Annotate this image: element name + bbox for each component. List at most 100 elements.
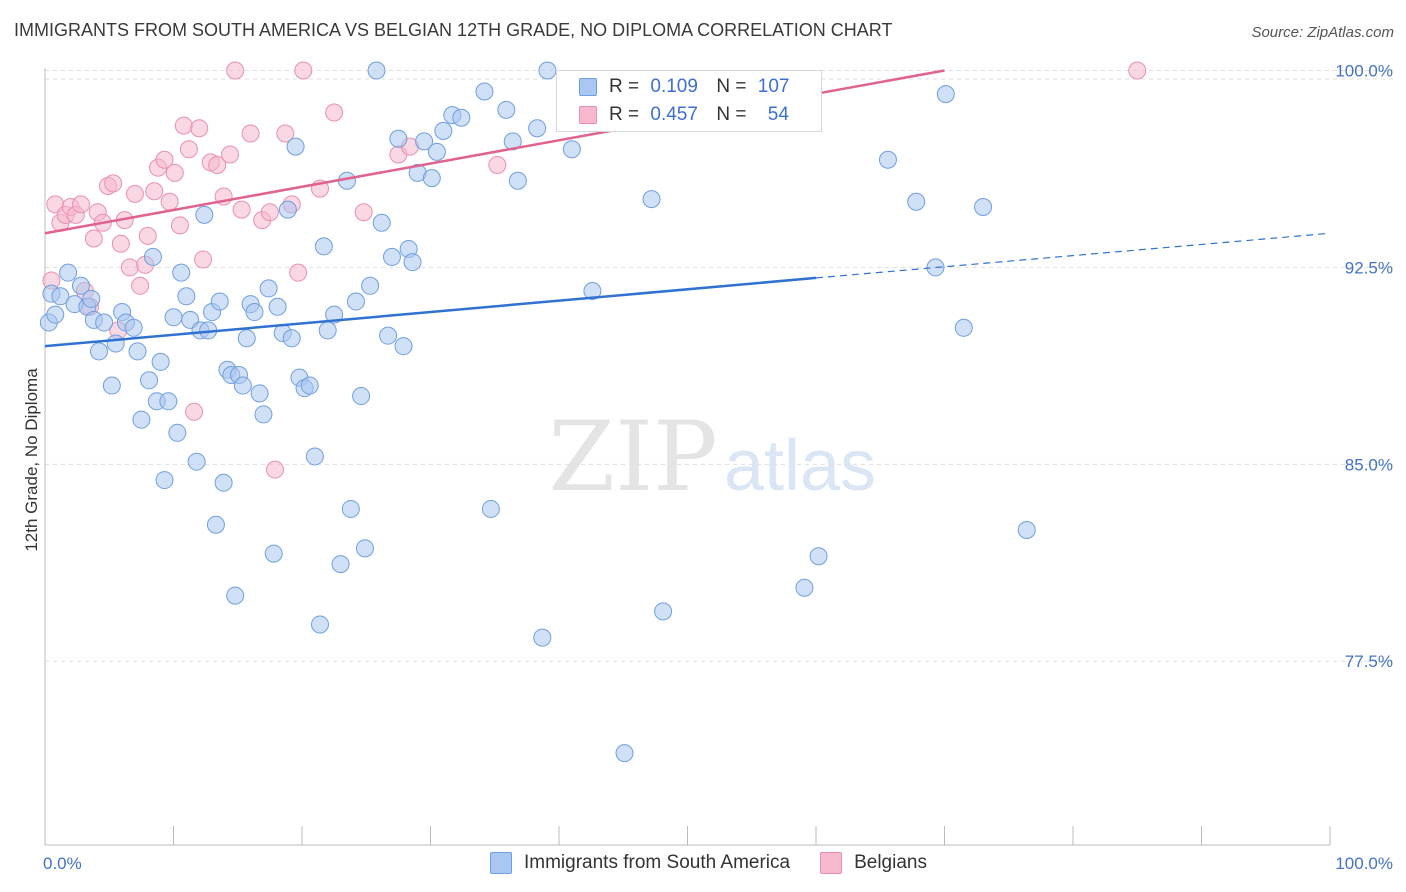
belgians-point <box>179 140 198 159</box>
immigrants-point <box>422 169 441 188</box>
belgians-point <box>185 402 204 421</box>
immigrants-point <box>233 376 252 395</box>
immigrants-trend-line <box>44 276 817 348</box>
belgians-point <box>138 226 157 245</box>
x-tick-labels: 0.0% 100.0% <box>43 854 1393 873</box>
belgians-point <box>145 182 164 201</box>
legend-item-immigrants: Immigrants from South America <box>490 852 790 874</box>
immigrants-point <box>615 744 634 763</box>
immigrants-point <box>341 499 360 518</box>
immigrants-point <box>481 499 500 518</box>
immigrants-point <box>172 263 191 282</box>
immigrants-point <box>164 308 183 327</box>
immigrants-point <box>583 282 602 301</box>
immigrants-point <box>237 329 256 348</box>
belgians-point <box>208 156 227 175</box>
immigrants-point <box>415 132 434 151</box>
immigrants-point <box>282 329 301 348</box>
belgians-point <box>120 258 139 277</box>
immigrants-point <box>562 140 581 159</box>
immigrants-point <box>954 318 973 337</box>
immigrants-point <box>394 337 413 356</box>
x-tick-min: 0.0% <box>43 854 82 873</box>
immigrants-point <box>259 279 278 298</box>
immigrants-point <box>187 452 206 471</box>
watermark: ZIP atlas <box>548 401 876 513</box>
belgians-point <box>294 61 313 80</box>
n-value: 107 <box>757 76 790 97</box>
belgians-point <box>190 119 209 138</box>
belgians-point <box>325 103 344 122</box>
immigrants-point <box>367 61 386 80</box>
immigrants-point <box>878 150 897 169</box>
immigrants-point <box>143 247 162 266</box>
immigrants-point <box>177 287 196 306</box>
immigrants-point <box>434 121 453 140</box>
belgians-point <box>155 150 174 169</box>
belgians-point <box>170 216 189 235</box>
belgians-points <box>42 61 1147 479</box>
y-tick-label: 92.5% <box>1345 258 1393 277</box>
r-label: R = <box>609 104 640 125</box>
series-legend: Immigrants from South America Belgians <box>490 852 957 874</box>
immigrants-point <box>310 615 329 634</box>
belgians-point <box>111 234 130 253</box>
n-value: 54 <box>767 104 789 125</box>
immigrants-point <box>318 321 337 340</box>
immigrants-point <box>155 471 174 490</box>
immigrants-point <box>654 602 673 621</box>
n-label: N = <box>716 104 747 125</box>
immigrants-point <box>245 303 264 322</box>
immigrants-point <box>195 205 214 224</box>
y-tick-label: 77.5% <box>1345 652 1393 671</box>
immigrants-point <box>926 258 945 277</box>
immigrants-point <box>106 334 125 353</box>
immigrants-point <box>51 287 70 306</box>
r-value: 0.457 <box>650 104 698 125</box>
belgians-point <box>488 156 507 175</box>
belgians-point <box>84 229 103 248</box>
immigrants-point <box>132 410 151 429</box>
watermark-atlas: atlas <box>724 426 876 506</box>
n-label: N = <box>716 76 747 97</box>
immigrants-point <box>795 578 814 597</box>
immigrants-point <box>305 447 324 466</box>
immigrants-point <box>475 82 494 101</box>
immigrants-point <box>1017 520 1036 539</box>
immigrants-point <box>403 253 422 272</box>
immigrants-points <box>39 61 1036 763</box>
immigrants-point <box>382 247 401 266</box>
belgians-point <box>289 263 308 282</box>
immigrants-point <box>331 555 350 574</box>
stats-row-immigrants: R = 0.109 N = 107 <box>579 74 789 100</box>
belgians-point <box>71 195 90 214</box>
immigrants-point <box>974 198 993 217</box>
immigrants-point <box>102 376 121 395</box>
immigrants-point <box>907 192 926 211</box>
belgians-point <box>276 124 295 143</box>
watermark-zip: ZIP <box>548 401 717 513</box>
belgians-point <box>221 145 240 164</box>
belgians-point <box>354 203 373 222</box>
immigrants-legend-label: Immigrants from South America <box>524 852 791 873</box>
immigrants-point <box>46 305 65 324</box>
immigrants-point <box>128 342 147 361</box>
immigrants-point <box>300 376 319 395</box>
immigrants-swatch <box>579 78 597 96</box>
immigrants-point <box>352 387 371 406</box>
belgians-point <box>160 192 179 211</box>
r-value: 0.109 <box>650 76 698 97</box>
belgians-point <box>131 276 150 295</box>
immigrants-legend-swatch <box>490 852 512 874</box>
immigrants-point <box>936 85 955 104</box>
belgians-point <box>125 184 144 203</box>
immigrants-point <box>95 313 114 332</box>
immigrants-point <box>325 305 344 324</box>
belgians-point <box>266 460 285 479</box>
immigrants-point <box>538 61 557 80</box>
immigrants-point <box>278 200 297 219</box>
immigrants-point <box>268 297 287 316</box>
belgians-point <box>174 116 193 135</box>
r-label: R = <box>609 76 640 97</box>
belgians-point <box>226 61 245 80</box>
